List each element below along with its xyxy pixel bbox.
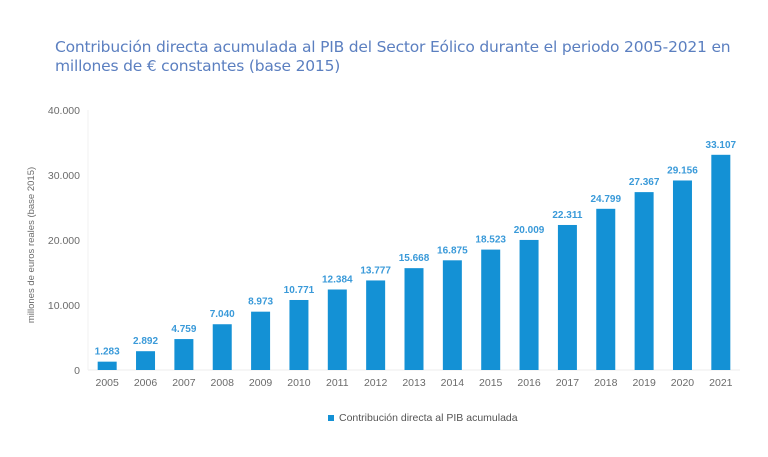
chart-title: Contribución directa acumulada al PIB de… [55, 38, 731, 75]
bar-2009 [251, 311, 271, 370]
bar-2005 [97, 361, 117, 370]
data-label-2017: 22.311 [552, 210, 582, 221]
data-label-2006: 2.892 [133, 336, 158, 347]
x-tick-label: 2012 [364, 377, 388, 389]
bar-2019 [634, 192, 654, 370]
x-tick-label: 2008 [211, 377, 235, 389]
bar-2015 [481, 249, 501, 370]
bar-2011 [327, 289, 347, 370]
x-tick-label: 2013 [402, 377, 426, 389]
bar-2013 [404, 268, 424, 370]
bar-2007 [174, 339, 194, 370]
data-label-2021: 33.107 [706, 140, 737, 151]
bar-2018 [596, 208, 616, 370]
data-label-2016: 20.009 [514, 225, 545, 236]
data-label-2010: 10.771 [284, 285, 315, 296]
x-tick-label: 2015 [479, 377, 503, 389]
x-tick-label: 2019 [632, 377, 656, 389]
x-tick-label: 2017 [556, 377, 580, 389]
y-tick-label: 0 [74, 365, 80, 377]
data-label-2007: 4.759 [171, 324, 196, 335]
legend-swatch [328, 415, 334, 421]
bar-2006 [136, 351, 156, 370]
y-tick-label: 20.000 [48, 235, 80, 247]
x-tick-label: 2006 [134, 377, 158, 389]
data-label-2008: 7.040 [210, 309, 235, 320]
bar-2020 [672, 180, 692, 370]
bar-2017 [557, 224, 577, 370]
data-label-2018: 24.799 [590, 194, 621, 205]
bar-2014 [442, 260, 462, 370]
y-tick-label: 30.000 [48, 170, 80, 182]
y-tick-label: 10.000 [48, 300, 80, 312]
x-tick-label: 2014 [441, 377, 465, 389]
legend: Contribución directa al PIB acumulada [328, 412, 518, 424]
x-tick-label: 2009 [249, 377, 273, 389]
bar-2012 [366, 280, 386, 370]
data-label-2005: 1.283 [95, 347, 120, 358]
x-tick-label: 2020 [671, 377, 695, 389]
data-label-2014: 16.875 [437, 245, 468, 256]
bar-2008 [212, 324, 232, 370]
x-tick-label: 2018 [594, 377, 618, 389]
bar-2021 [711, 154, 731, 370]
data-label-2020: 29.156 [667, 165, 698, 176]
x-tick-label: 2011 [326, 377, 349, 389]
x-tick-label: 2021 [709, 377, 733, 389]
data-label-2011: 12.384 [322, 275, 353, 286]
y-axis-label: millones de euros reales (base 2015) [26, 167, 37, 323]
y-tick-label: 40.000 [48, 105, 80, 117]
data-label-2015: 18.523 [475, 235, 506, 246]
legend-label: Contribución directa al PIB acumulada [339, 412, 518, 424]
bar-2016 [519, 239, 539, 370]
data-label-2013: 15.668 [399, 253, 430, 264]
x-tick-label: 2010 [287, 377, 311, 389]
data-label-2019: 27.367 [629, 177, 660, 188]
x-tick-label: 2016 [517, 377, 541, 389]
x-tick-label: 2005 [95, 377, 119, 389]
data-label-2009: 8.973 [248, 297, 273, 308]
x-tick-label: 2007 [172, 377, 196, 389]
bar-2010 [289, 299, 309, 370]
data-label-2012: 13.777 [360, 265, 391, 276]
